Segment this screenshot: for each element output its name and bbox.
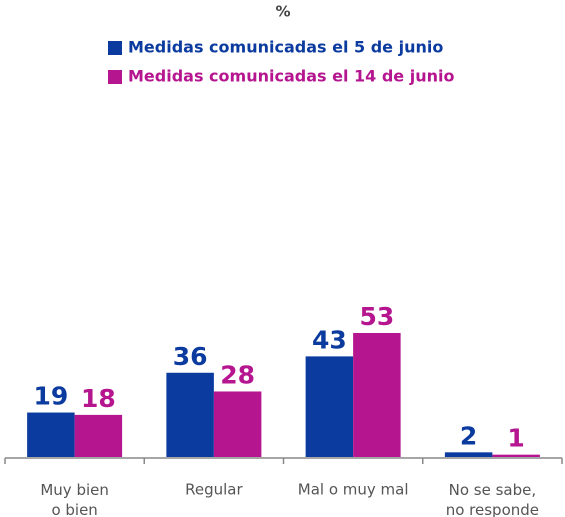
bar [27,412,75,457]
value-label: 43 [312,325,347,354]
value-label: 53 [359,302,394,331]
x-tick-label: Regular [185,481,243,499]
bar [74,414,123,457]
bar [305,356,354,457]
value-label: 19 [33,382,68,411]
value-label: 18 [81,384,116,413]
legend-swatch [108,41,122,55]
legend-swatch [108,70,122,84]
x-tick-label: Mal o muy mal [298,481,409,499]
x-tick-label: Muy bien o bien [40,481,109,517]
value-label: 2 [460,421,477,450]
chart-title: % [275,3,290,21]
x-tick-label: No se sabe, no responde [446,481,539,517]
bar [166,372,214,457]
value-label: 1 [507,424,524,453]
bar [353,332,401,457]
value-label: 28 [220,360,255,389]
legend-label: Medidas comunicadas el 5 de junio [128,38,443,57]
legend-label: Medidas comunicadas el 14 de junio [128,67,454,86]
bar [213,391,262,457]
value-label: 36 [173,342,208,371]
bar [492,454,540,457]
bar [444,452,493,457]
